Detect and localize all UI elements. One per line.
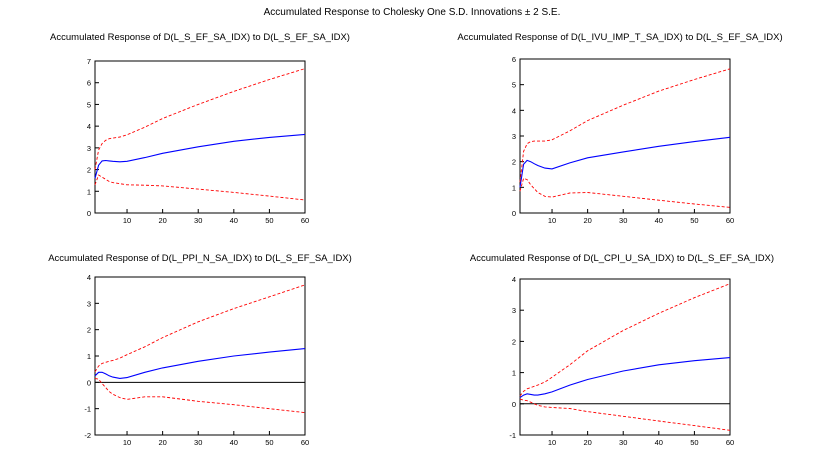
x-tick-label: 50 [690,438,698,447]
lower-band-line [519,177,731,208]
x-tick-label: 30 [194,216,202,225]
y-tick-label: 4 [512,106,516,115]
x-tick-label: 30 [619,438,627,447]
chart-panel-2: Accumulated Response of D(L_IVU_IMP_T_SA… [457,32,782,225]
y-tick-label: 2 [87,326,91,335]
chart-panel-1: Accumulated Response of D(L_S_EF_SA_IDX)… [50,32,350,225]
y-tick-label: 5 [512,81,516,90]
panel-title: Accumulated Response of D(L_S_EF_SA_IDX)… [50,32,350,43]
x-tick-label: 40 [655,216,663,225]
response-line [519,136,731,188]
panel-title: Accumulated Response of D(L_IVU_IMP_T_SA… [457,32,782,43]
x-tick-label: 10 [548,216,556,225]
y-tick-label: 3 [512,306,516,315]
y-tick-label: 2 [87,166,91,175]
chart-panel-4: Accumulated Response of D(L_CPI_U_SA_IDX… [470,253,774,447]
chart-panel-3: Accumulated Response of D(L_PPI_N_SA_IDX… [48,253,352,447]
y-tick-label: 0 [512,209,516,218]
y-tick-label: 1 [512,369,516,378]
y-tick-label: 4 [512,275,516,284]
x-tick-label: 20 [583,216,591,225]
x-tick-label: 60 [726,216,734,225]
y-tick-label: 3 [87,144,91,153]
response-line [94,348,306,379]
x-tick-label: 20 [158,216,166,225]
y-tick-label: 3 [87,299,91,308]
x-tick-label: 30 [619,216,627,225]
lower-band-line [94,174,306,201]
y-tick-label: 0 [512,400,516,409]
x-tick-label: 60 [301,216,309,225]
x-tick-label: 20 [158,438,166,447]
plot-frame [519,278,731,436]
x-tick-label: 10 [548,438,556,447]
y-tick-label: 4 [87,122,91,131]
y-tick-label: 2 [512,158,516,167]
x-tick-label: 40 [655,438,663,447]
x-tick-label: 50 [265,438,273,447]
upper-band-line [94,284,306,373]
y-tick-label: -1 [509,431,516,440]
x-tick-label: 30 [194,438,202,447]
x-tick-label: 10 [123,216,131,225]
x-tick-label: 50 [690,216,698,225]
y-tick-label: 6 [512,55,516,64]
y-tick-label: 5 [87,100,91,109]
y-tick-label: -2 [84,431,91,440]
plot-frame [94,60,306,214]
response-line [94,133,306,179]
plot-frame [94,276,306,436]
y-tick-label: 7 [87,57,91,66]
lower-band-line [94,377,306,414]
y-tick-label: 1 [512,183,516,192]
x-tick-label: 10 [123,438,131,447]
x-tick-label: 40 [230,216,238,225]
y-tick-label: 2 [512,337,516,346]
y-tick-label: 1 [87,187,91,196]
upper-band-line [519,68,731,183]
y-tick-label: -1 [84,405,91,414]
panel-title: Accumulated Response of D(L_CPI_U_SA_IDX… [470,253,774,264]
panel-title: Accumulated Response of D(L_PPI_N_SA_IDX… [48,253,352,264]
x-tick-label: 20 [583,438,591,447]
y-tick-label: 4 [87,273,91,282]
y-tick-label: 0 [87,209,91,218]
x-tick-label: 40 [230,438,238,447]
upper-band-line [519,283,731,397]
y-tick-label: 0 [87,378,91,387]
x-tick-label: 60 [726,438,734,447]
y-tick-label: 3 [512,132,516,141]
x-tick-label: 50 [265,216,273,225]
y-tick-label: 6 [87,79,91,88]
plot-frame [519,58,731,214]
x-tick-label: 60 [301,438,309,447]
figure-title: Accumulated Response to Cholesky One S.D… [263,7,561,18]
response-line [519,357,731,399]
lower-band-line [519,398,731,431]
y-tick-label: 1 [87,352,91,361]
upper-band-line [94,68,306,170]
